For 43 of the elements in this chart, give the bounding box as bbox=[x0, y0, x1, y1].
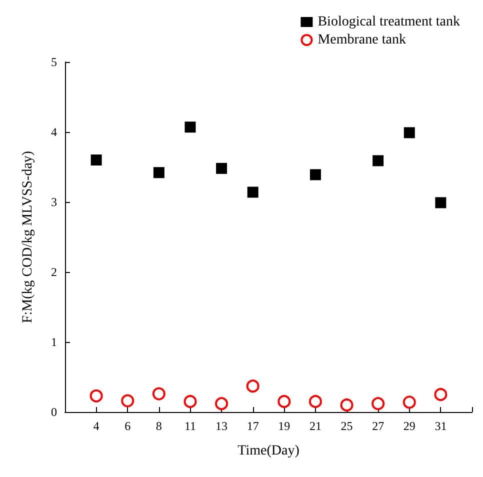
x-tick-label: 13 bbox=[216, 419, 228, 433]
x-tick-label: 21 bbox=[309, 419, 322, 433]
y-tick-label: 3 bbox=[51, 195, 57, 209]
x-tick-label: 11 bbox=[184, 419, 196, 433]
point bbox=[434, 388, 448, 401]
x-tick-label: 4 bbox=[93, 419, 100, 433]
x-tick-label: 27 bbox=[372, 419, 384, 433]
point bbox=[372, 397, 385, 410]
x-tick-label: 29 bbox=[403, 419, 416, 433]
legend-label: Membrane tank bbox=[318, 32, 406, 48]
point bbox=[121, 394, 134, 408]
y-tick-label: 4 bbox=[51, 125, 57, 139]
point bbox=[404, 127, 415, 138]
y-tick-label: 0 bbox=[51, 405, 57, 419]
legend-label: Biological treatment tank bbox=[318, 14, 460, 30]
point bbox=[246, 380, 260, 393]
x-tick-label: 8 bbox=[156, 419, 162, 433]
y-tick-label: 5 bbox=[51, 55, 57, 69]
point bbox=[153, 167, 164, 178]
point bbox=[90, 389, 103, 402]
point bbox=[310, 169, 321, 180]
x-axis-title: Time(Day) bbox=[238, 444, 300, 458]
point bbox=[308, 395, 322, 408]
y-axis-title: F:M(kg COD/kg MLVSS-day) bbox=[20, 150, 36, 324]
point bbox=[372, 155, 384, 166]
point bbox=[215, 397, 228, 410]
point bbox=[152, 387, 166, 400]
x-tick-label: 25 bbox=[340, 419, 353, 433]
point bbox=[278, 395, 291, 408]
point bbox=[216, 162, 228, 174]
point bbox=[184, 395, 197, 408]
point bbox=[402, 396, 416, 409]
point bbox=[90, 154, 102, 166]
x-tick-label: 31 bbox=[434, 419, 447, 433]
x-tick-label: 19 bbox=[278, 419, 290, 433]
point bbox=[435, 197, 446, 208]
point bbox=[340, 398, 354, 412]
y-tick-label: 2 bbox=[51, 265, 57, 279]
point bbox=[184, 122, 196, 133]
x-tick-label: 17 bbox=[246, 419, 259, 433]
x-tick-label: 6 bbox=[124, 419, 131, 433]
point bbox=[247, 186, 258, 198]
y-tick-label: 1 bbox=[51, 335, 57, 349]
